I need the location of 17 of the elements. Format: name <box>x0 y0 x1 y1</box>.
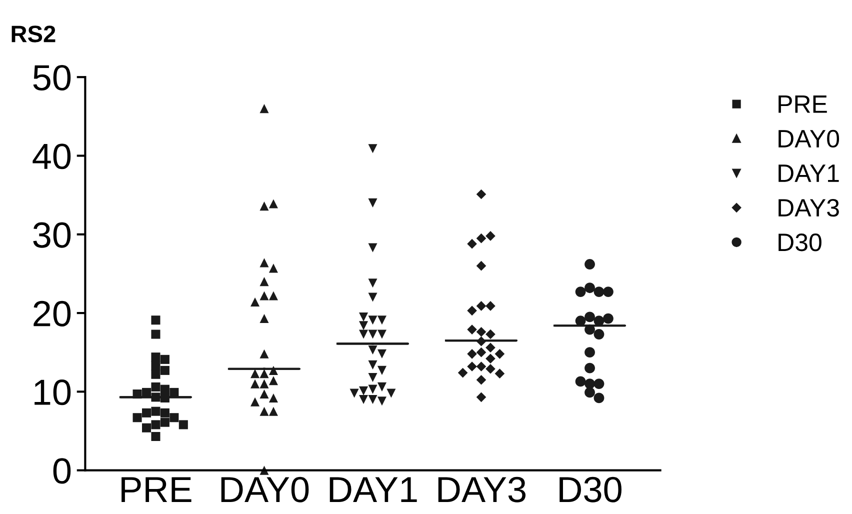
legend-label: DAY3 <box>778 198 839 217</box>
x-tick-label: DAY0 <box>221 476 309 502</box>
x-tick-label: D30 <box>560 476 622 502</box>
legend-label: DAY0 <box>778 130 840 148</box>
x-tick-label: PRE <box>122 477 192 502</box>
legend-label: DAY1 <box>778 164 839 182</box>
x-tick-label: DAY3 <box>438 476 526 502</box>
chart-title: RS2 <box>12 26 56 42</box>
y-tick-label: 40 <box>32 144 71 170</box>
y-tick-label: 30 <box>33 222 71 248</box>
y-tick-label: 10 <box>34 380 71 406</box>
legend-label: PRE <box>778 96 827 113</box>
legend-label: D30 <box>778 234 822 252</box>
y-tick-label: 50 <box>33 64 71 91</box>
x-tick-label: DAY1 <box>330 477 417 502</box>
y-tick-label: 0 <box>53 458 71 484</box>
y-tick-label: 20 <box>34 300 71 326</box>
